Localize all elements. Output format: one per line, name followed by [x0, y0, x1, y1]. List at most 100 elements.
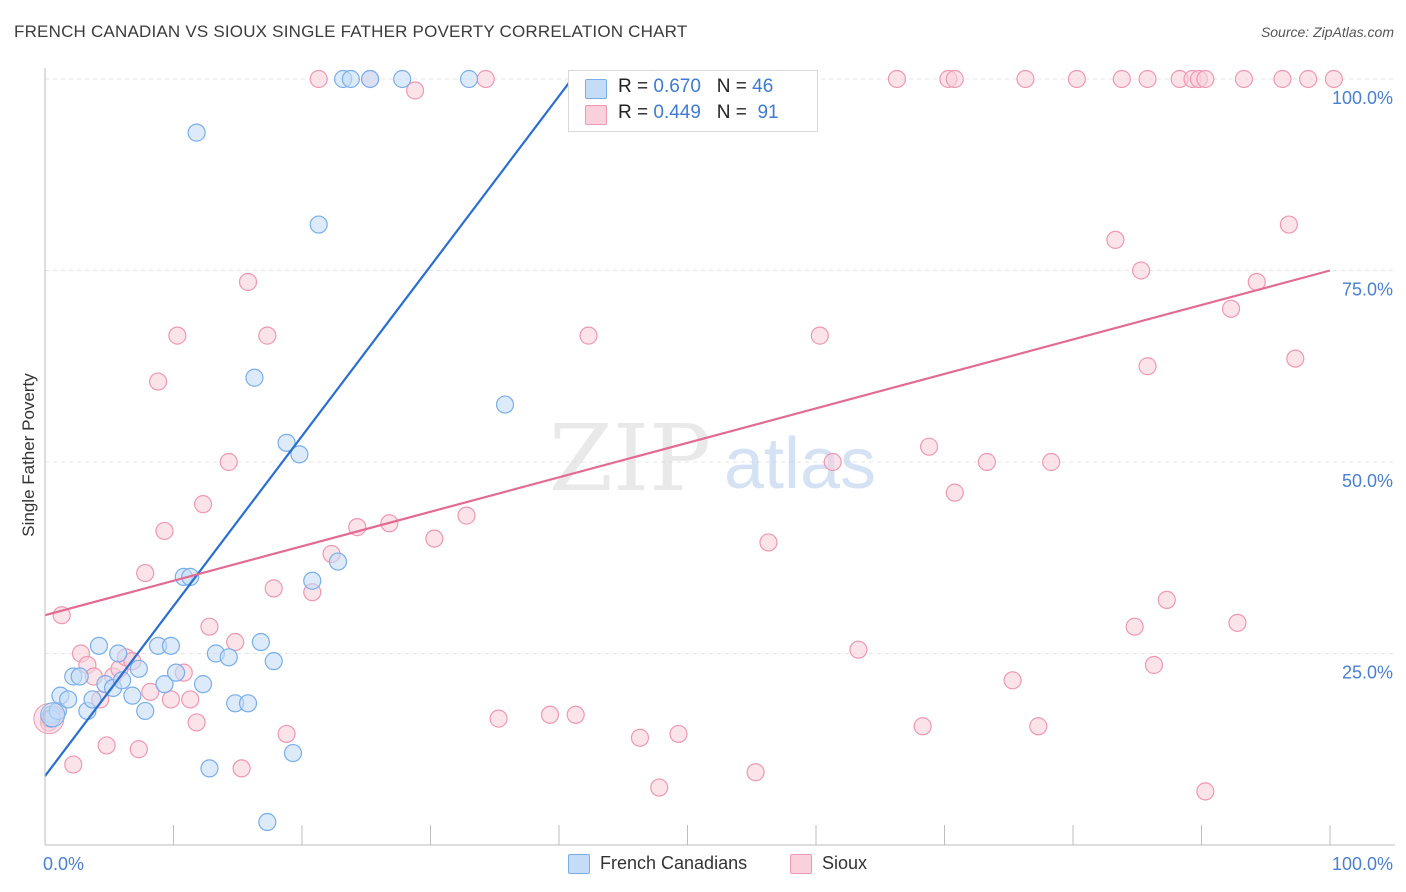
sioux-point — [650, 778, 669, 797]
trend-lines — [44, 78, 1331, 777]
french-canadian-point — [166, 663, 186, 682]
sioux-point — [540, 705, 560, 724]
sioux-point — [919, 437, 939, 456]
sioux-point — [823, 452, 842, 472]
sioux-point — [1112, 69, 1131, 89]
french-canadian-point — [283, 743, 303, 763]
source-note: Source: ZipAtlas.com — [1260, 24, 1394, 40]
sioux-point — [309, 69, 328, 89]
legend-n-sioux: 91 — [757, 102, 779, 123]
legend-r-french: 0.670 — [653, 76, 701, 97]
french-canadian-point — [83, 690, 102, 709]
french-canadian-point — [59, 690, 78, 709]
french-canadian-point — [187, 123, 206, 142]
french-canadian-point — [495, 395, 515, 414]
bottom-legend-label-sioux: Sioux — [822, 853, 868, 873]
french-canadian-point — [129, 659, 148, 678]
legend-n-french: 46 — [752, 76, 774, 97]
french-canadian-point — [245, 368, 264, 387]
french-canadian-point — [123, 686, 142, 705]
chart-title: FRENCH CANADIAN VS SIOUX SINGLE FATHER P… — [14, 22, 688, 41]
sioux-point — [630, 728, 650, 747]
french-canadian-point — [277, 433, 296, 452]
sioux-point — [457, 506, 476, 525]
french-canadian-point — [459, 69, 479, 89]
sioux-point — [1273, 69, 1292, 89]
french-canadian-point — [238, 694, 258, 713]
legend-r-label: R = — [618, 76, 649, 97]
x-tick-label: 100.0% — [1332, 854, 1393, 874]
french-canadian-point — [341, 69, 360, 89]
french-canadian-point — [361, 69, 380, 89]
sioux-point — [187, 713, 206, 732]
french-canadian-point — [393, 69, 412, 89]
sioux-point — [1106, 230, 1125, 249]
sioux-point — [232, 759, 251, 778]
sioux-point — [476, 69, 495, 89]
french-canadian-point — [70, 667, 89, 686]
french-canadian-point — [290, 445, 309, 464]
legend-swatch-french — [585, 79, 607, 99]
sioux-point — [810, 326, 829, 345]
sioux-point — [1125, 617, 1144, 636]
y-axis-title: Single Father Poverty — [19, 373, 38, 537]
sioux-point — [1157, 590, 1176, 609]
correlation-legend: R = 0.670 N = 46 R = 0.449 N = 91 — [568, 70, 818, 132]
sioux-point — [1138, 69, 1157, 89]
watermark-atlas: atlas — [724, 424, 876, 504]
bottom-legend-swatch-french — [568, 854, 590, 874]
french-canadian-point — [258, 812, 277, 832]
french-canadian-point — [155, 675, 174, 694]
sioux-point — [1003, 671, 1022, 690]
sioux-point — [759, 533, 778, 552]
sioux-point — [129, 740, 148, 759]
sioux-point — [193, 495, 213, 514]
sioux-point — [219, 452, 238, 472]
sioux-point — [1221, 299, 1241, 318]
sioux-point — [181, 690, 200, 709]
sioux-point — [155, 521, 174, 541]
sioux-point — [887, 69, 907, 89]
sioux-point — [1144, 655, 1164, 675]
french-canadian-point-cluster — [40, 702, 66, 728]
french-canadian-point — [219, 648, 238, 667]
french-canadian-point — [303, 571, 322, 590]
sioux-point — [489, 709, 508, 728]
sioux-point — [1029, 717, 1048, 736]
sioux-point — [1042, 452, 1061, 472]
tick-labels: 25.0% 50.0% 75.0% 100.0% 0.0% 100.0% Single Fa… — [19, 88, 1393, 874]
french-canadian-point — [264, 652, 283, 671]
sioux-point — [200, 617, 219, 636]
sioux-point — [264, 579, 283, 598]
sioux-point — [1196, 69, 1215, 89]
sioux-point — [1132, 261, 1151, 280]
y-tick-label: 25.0% — [1342, 663, 1393, 683]
sioux-point — [1067, 69, 1086, 89]
french-canadian-point — [161, 636, 181, 655]
sioux-point — [669, 724, 688, 744]
sioux-point — [579, 326, 598, 345]
sioux-point — [746, 763, 765, 782]
sioux-point — [141, 682, 160, 701]
legend-n-label: N = — [716, 76, 747, 97]
sioux-point — [1286, 349, 1305, 368]
sioux-point — [148, 372, 168, 391]
sioux-point — [405, 81, 425, 100]
sioux-trend-line — [44, 269, 1331, 617]
sioux-point — [1138, 357, 1157, 376]
sioux-point — [945, 483, 964, 502]
french-canadian-point — [193, 675, 213, 694]
sioux-point — [1196, 782, 1215, 801]
sioux-point — [849, 640, 868, 659]
sioux-point — [1324, 69, 1343, 89]
sioux-point — [97, 736, 116, 755]
french-canadian-point — [89, 636, 109, 655]
sioux-point — [913, 717, 932, 736]
sioux-point — [238, 272, 258, 292]
sioux-point — [226, 632, 245, 652]
sioux-point — [161, 690, 181, 709]
french-canadian-points — [40, 69, 515, 832]
sioux-point — [64, 755, 83, 774]
french-canadian-point — [136, 701, 155, 721]
